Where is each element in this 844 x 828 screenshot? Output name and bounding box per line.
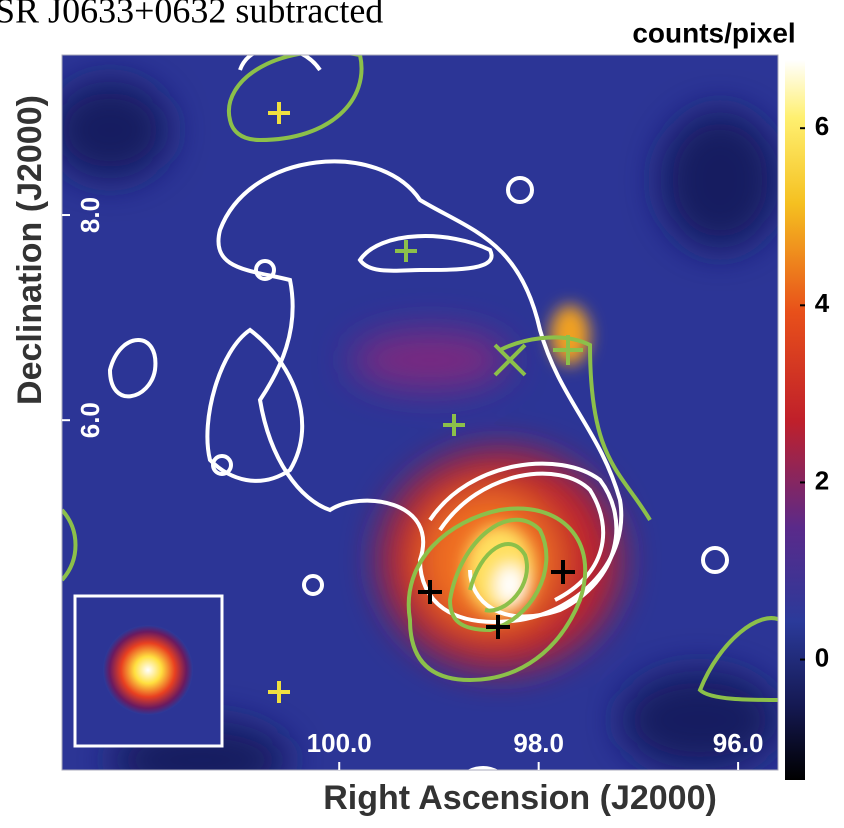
y-axis-label: Declination (J2000) — [11, 95, 49, 405]
colorbar-tick-label: 2 — [815, 465, 829, 495]
x-axis-label: Right Ascension (J2000) — [323, 779, 717, 817]
sky-map — [50, 48, 780, 821]
x-tick-label: 96.0 — [713, 728, 764, 758]
x-tick-label: 98.0 — [513, 728, 564, 758]
colorbar-label: counts/pixel — [632, 17, 795, 48]
x-tick-label: 100.0 — [307, 728, 372, 758]
chart-title: PSR J0633+0632 subtracted — [0, 0, 383, 30]
y-tick-label: 8.0 — [75, 197, 105, 233]
colorbar-tick-label: 4 — [815, 288, 830, 318]
colorbar — [785, 60, 805, 780]
figure: PSR J0633+0632 subtracted — [0, 0, 844, 823]
colorbar-tick-label: 0 — [815, 642, 829, 672]
colorbar-tick-label: 6 — [815, 111, 829, 141]
y-tick-label: 6.0 — [75, 402, 105, 438]
